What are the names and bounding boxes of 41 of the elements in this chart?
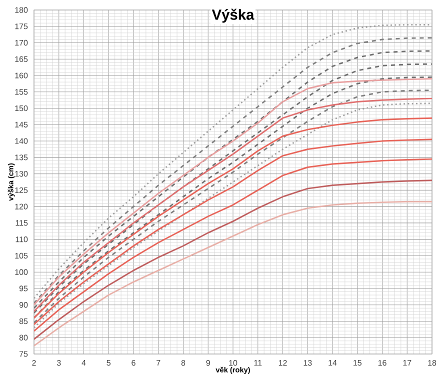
x-tick-label: 15 [354,360,362,366]
x-tick-label: 17 [403,360,412,366]
x-tick-label: 5 [106,360,111,366]
x-tick-label: 7 [156,360,160,366]
y-tick-label: 115 [16,220,28,226]
x-tick-label: 4 [82,360,86,366]
y-tick-label: 125 [15,187,28,194]
y-tick-label: 75 [19,351,28,357]
x-tick-label: 16 [378,360,386,366]
y-tick-label: 80 [19,334,28,340]
line-series [34,180,432,340]
x-tick-label: 2 [32,360,36,366]
y-tick-label: 90 [19,302,28,308]
y-tick-label: 110 [16,236,28,242]
y-tick-label: 135 [15,154,28,160]
y-tick-label: 85 [19,318,28,324]
x-tick-label: 10 [229,360,238,366]
y-tick-label: 160 [15,72,28,78]
y-tick-label: 180 [15,7,28,13]
x-tick-label: 12 [278,360,287,366]
x-tick-label: 13 [304,360,312,366]
chart-title: Výška [212,8,254,23]
x-tick-label: 11 [254,360,262,366]
y-tick-label: 140 [15,138,28,144]
x-tick-label: 8 [181,360,186,366]
x-tick-label: 9 [206,360,210,366]
y-tick-label: 150 [15,105,28,112]
y-tick-label: 130 [15,170,28,177]
x-tick-label: 6 [132,360,136,366]
y-tick-label: 100 [15,269,28,275]
x-tick-label: 18 [428,360,436,366]
y-tick-label: 170 [15,40,28,46]
x-tick-label: 3 [56,360,61,366]
y-tick-label: 175 [15,24,28,30]
y-tick-label: 105 [15,252,28,259]
y-tick-label: 120 [15,204,28,210]
y-tick-label: 165 [15,56,28,62]
y-tick-label: 95 [19,286,28,292]
y-tick-label: 145 [15,122,28,128]
x-tick-label: 14 [328,360,337,366]
y-tick-label: 155 [15,89,28,95]
